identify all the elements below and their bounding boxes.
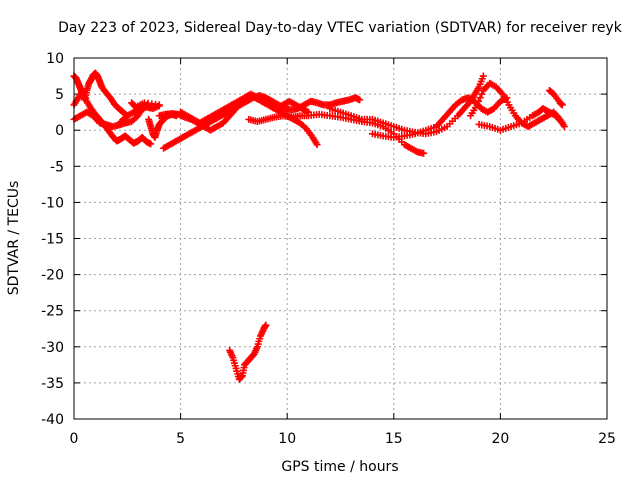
x-tick-label: 0 <box>70 431 79 447</box>
y-tick-label: 5 <box>55 87 64 103</box>
x-tick-label: 5 <box>176 431 185 447</box>
data-point <box>155 101 163 109</box>
data-point <box>420 149 428 157</box>
series-track-g <box>160 92 364 152</box>
y-tick-label: -5 <box>50 159 64 175</box>
data-point <box>558 119 566 127</box>
series-track-p <box>128 99 163 111</box>
x-tick-labels: 0 5 10 15 20 25 <box>70 431 616 447</box>
y-tick-label: 0 <box>55 123 64 139</box>
x-tick-label: 20 <box>491 431 509 447</box>
y-tick-label: -15 <box>41 232 64 248</box>
y-tick-label: -25 <box>41 304 64 320</box>
series-track-m <box>475 105 566 134</box>
plot-frame <box>73 57 608 420</box>
series-track-o <box>226 321 270 383</box>
x-tick-label: 15 <box>385 431 403 447</box>
y-tick-labels: 10 5 0 -5 -10 -15 -20 -25 -30 -35 -40 <box>41 51 64 428</box>
y-tick-label: -30 <box>41 340 64 356</box>
x-axis-label: GPS time / hours <box>281 459 398 475</box>
y-tick-label: -20 <box>41 268 64 284</box>
data-point <box>478 90 486 98</box>
data-point <box>475 97 483 105</box>
series-track-j <box>326 72 487 138</box>
data-point <box>476 94 484 102</box>
series-track-d <box>117 102 163 126</box>
data-point <box>356 96 364 104</box>
y-tick-label: -10 <box>41 195 64 211</box>
series-track-h <box>177 90 313 127</box>
series-track-k <box>368 94 511 141</box>
x-tick-label: 10 <box>278 431 296 447</box>
chart-title: Day 223 of 2023, Sidereal Day-to-day VTE… <box>58 20 623 36</box>
data-point <box>558 101 566 109</box>
grid-lines <box>74 58 607 419</box>
y-tick-label: -40 <box>41 412 64 428</box>
y-tick-label: 10 <box>46 51 64 67</box>
data-points <box>70 69 568 383</box>
data-point <box>560 123 568 131</box>
data-point <box>479 72 487 80</box>
data-point <box>262 321 270 329</box>
y-axis-label: SDTVAR / TECUs <box>6 181 22 296</box>
data-point <box>147 140 155 148</box>
data-point <box>313 141 321 149</box>
series-track-n <box>545 86 566 109</box>
y-tick-label: -35 <box>41 376 64 392</box>
data-point <box>473 101 481 109</box>
x-tick-label: 25 <box>598 431 616 447</box>
